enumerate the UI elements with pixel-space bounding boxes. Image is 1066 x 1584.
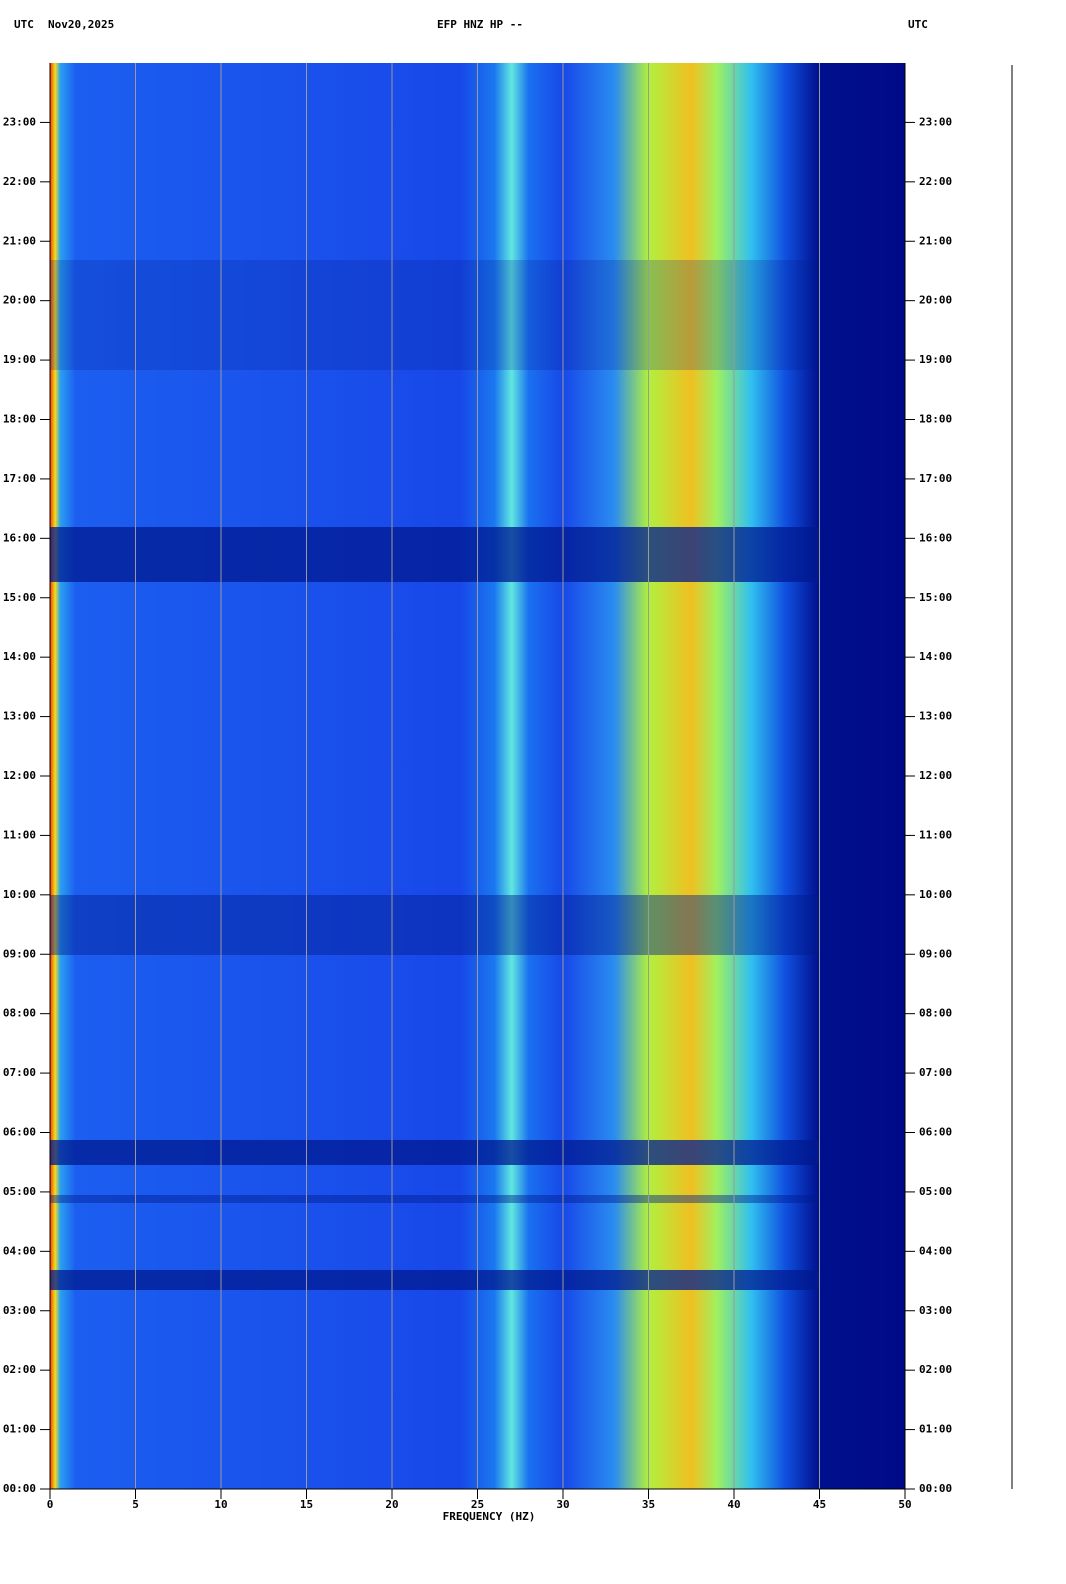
y-tick-label-right: 05:00 — [919, 1185, 952, 1198]
x-tick-label: 40 — [727, 1498, 740, 1511]
y-tick-label-right: 12:00 — [919, 769, 952, 782]
y-tick-label-left: 11:00 — [3, 828, 36, 841]
y-tick-label-left: 21:00 — [3, 234, 36, 247]
y-tick-label-left: 17:00 — [3, 472, 36, 485]
y-tick-label-right: 14:00 — [919, 650, 952, 663]
y-tick-label-left: 20:00 — [3, 294, 36, 307]
y-tick-label-right: 15:00 — [919, 591, 952, 604]
x-tick-label: 35 — [642, 1498, 655, 1511]
x-tick-label: 30 — [556, 1498, 569, 1511]
x-tick-label: 5 — [132, 1498, 139, 1511]
y-tick-label-left: 19:00 — [3, 353, 36, 366]
chart-title: EFP HNZ HP -- — [437, 18, 523, 31]
y-tick-label-right: 19:00 — [919, 353, 952, 366]
x-tick-label: 10 — [214, 1498, 227, 1511]
y-tick-label-left: 18:00 — [3, 413, 36, 426]
y-tick-label-left: 07:00 — [3, 1066, 36, 1079]
x-tick-label: 50 — [898, 1498, 911, 1511]
timezone-right: UTC — [908, 18, 928, 31]
y-tick-label-left: 14:00 — [3, 650, 36, 663]
timezone-left: UTC — [14, 18, 34, 31]
y-tick-label-left: 16:00 — [3, 531, 36, 544]
y-tick-label-right: 18:00 — [919, 413, 952, 426]
y-tick-label-right: 16:00 — [919, 531, 952, 544]
y-tick-label-right: 09:00 — [919, 947, 952, 960]
x-tick-label: 25 — [471, 1498, 484, 1511]
x-tick-label: 0 — [47, 1498, 54, 1511]
y-tick-label-right: 10:00 — [919, 888, 952, 901]
y-tick-label-right: 20:00 — [919, 294, 952, 307]
y-tick-label-right: 21:00 — [919, 234, 952, 247]
y-tick-label-left: 09:00 — [3, 947, 36, 960]
y-tick-label-left: 08:00 — [3, 1007, 36, 1020]
y-tick-label-left: 04:00 — [3, 1244, 36, 1257]
y-tick-label-left: 23:00 — [3, 115, 36, 128]
y-tick-label-left: 02:00 — [3, 1363, 36, 1376]
y-tick-label-left: 22:00 — [3, 175, 36, 188]
y-tick-label-right: 22:00 — [919, 175, 952, 188]
y-tick-label-left: 00:00 — [3, 1482, 36, 1495]
y-tick-label-right: 07:00 — [919, 1066, 952, 1079]
y-tick-label-right: 01:00 — [919, 1423, 952, 1436]
y-tick-label-left: 10:00 — [3, 888, 36, 901]
y-tick-label-right: 17:00 — [919, 472, 952, 485]
y-tick-label-right: 03:00 — [919, 1304, 952, 1317]
y-tick-label-right: 00:00 — [919, 1482, 952, 1495]
y-tick-label-left: 03:00 — [3, 1304, 36, 1317]
y-tick-label-right: 04:00 — [919, 1244, 952, 1257]
y-tick-label-right: 11:00 — [919, 828, 952, 841]
y-tick-label-right: 08:00 — [919, 1007, 952, 1020]
date: Nov20,2025 — [48, 18, 114, 31]
x-tick-label: 20 — [385, 1498, 398, 1511]
y-tick-label-right: 02:00 — [919, 1363, 952, 1376]
y-tick-label-left: 13:00 — [3, 710, 36, 723]
y-tick-label-left: 05:00 — [3, 1185, 36, 1198]
x-tick-label: 45 — [813, 1498, 826, 1511]
y-tick-label-right: 23:00 — [919, 115, 952, 128]
y-tick-label-left: 12:00 — [3, 769, 36, 782]
y-tick-label-left: 15:00 — [3, 591, 36, 604]
y-tick-label-right: 06:00 — [919, 1126, 952, 1139]
quiet-stripes — [50, 260, 820, 1290]
y-tick-label-left: 06:00 — [3, 1126, 36, 1139]
x-tick-label: 15 — [300, 1498, 313, 1511]
x-axis-label: FREQUENCY (HZ) — [443, 1510, 536, 1523]
y-tick-label-left: 01:00 — [3, 1423, 36, 1436]
y-tick-label-right: 13:00 — [919, 710, 952, 723]
